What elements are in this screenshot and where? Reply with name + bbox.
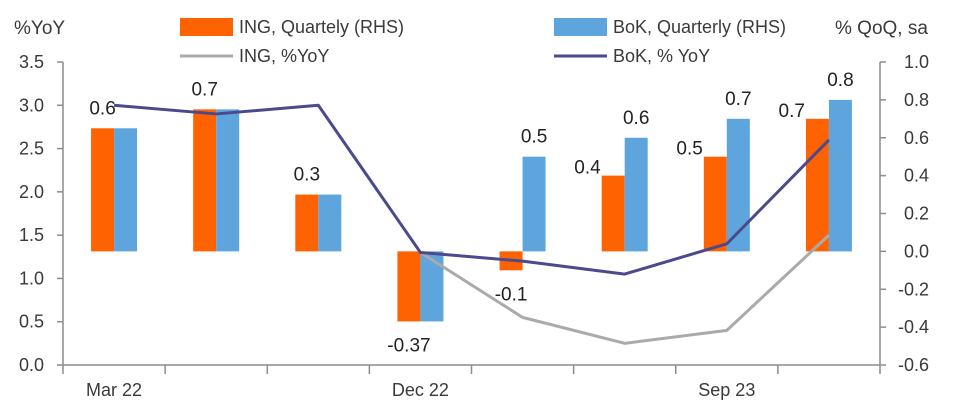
right-tick-label: 0.4 (904, 166, 929, 186)
bar-ing (397, 251, 421, 322)
bar-ing (703, 156, 727, 252)
line-series (113, 103, 831, 345)
right-tick-label: -0.4 (898, 317, 929, 337)
legend-swatch-0 (180, 18, 233, 36)
left-tick-label: 2.0 (19, 182, 44, 202)
left-tick-label: 0.0 (19, 355, 44, 375)
data-label: 0.6 (89, 98, 115, 119)
right-tick-label: -0.2 (898, 279, 929, 299)
left-tick-label: 0.5 (19, 312, 44, 332)
data-label: 0.6 (623, 108, 649, 129)
right-axis-ticks: -0.6 -0.4 -0.2 0.0 0.2 0.4 0.6 0.8 1.0 (880, 52, 929, 375)
right-tick-label: 0.8 (904, 90, 929, 110)
data-label: -0.1 (495, 284, 528, 305)
bar-ing (295, 194, 319, 252)
right-tick-label: 0.2 (904, 204, 929, 224)
left-tick-label: 1.5 (19, 225, 44, 245)
bar-bok (114, 128, 138, 252)
data-label: 0.7 (779, 101, 805, 122)
line-bok-yoy (113, 103, 831, 276)
axes: %YoY % QoQ, sa (14, 18, 928, 366)
bar-bok (522, 156, 546, 252)
bar-ing (601, 175, 625, 252)
data-labels: 0.6 0.7 0.3 -0.37 -0.1 0.4 0.5 0.7 0.5 0.6 0.7 0.8 (89, 70, 853, 357)
left-tick-label: 3.5 (19, 52, 44, 72)
bar-ing (193, 109, 217, 252)
legend-swatch-1 (554, 18, 607, 36)
data-label: 0.7 (725, 89, 751, 110)
left-axis-ticks: 0.0 0.5 1.0 1.5 2.0 2.5 3.0 3.5 (19, 52, 63, 375)
left-tick-label: 3.0 (19, 95, 44, 115)
bar-bok (624, 137, 648, 252)
data-label: 0.5 (676, 139, 702, 160)
bar-bok (726, 118, 750, 252)
data-label: -0.37 (387, 335, 430, 356)
data-label: 0.4 (574, 158, 601, 179)
right-tick-label: 1.0 (904, 52, 929, 72)
data-label: 0.8 (827, 70, 853, 91)
line-ing-yoy (419, 234, 830, 345)
x-tick-label: Sep 23 (698, 380, 755, 400)
bar-ing (805, 118, 829, 252)
bar-bok (318, 194, 342, 252)
right-tick-label: -0.6 (898, 355, 929, 375)
bar-bok (420, 251, 444, 322)
legend-label: ING, %YoY (239, 46, 329, 66)
right-tick-label: 0.6 (904, 128, 929, 148)
data-label: 0.3 (294, 165, 320, 186)
bar-bok (216, 109, 240, 252)
left-tick-label: 2.5 (19, 139, 44, 159)
legend-label: BoK, Quarterly (RHS) (613, 17, 786, 37)
left-axis-title: %YoY (14, 18, 65, 39)
x-axis-ticks: Mar 22 Dec 22 Sep 23 (62, 365, 881, 400)
bar-series (91, 99, 852, 322)
legend: ING, Quartely (RHS) BoK, Quarterly (RHS) I… (180, 17, 786, 66)
x-tick-label: Dec 22 (392, 380, 449, 400)
bar-ing (91, 128, 115, 252)
data-label: 0.7 (191, 79, 217, 100)
bar-bok (828, 99, 852, 252)
legend-label: ING, Quartely (RHS) (239, 17, 404, 37)
right-axis-title: % QoQ, sa (835, 18, 928, 39)
x-tick-label: Mar 22 (86, 380, 142, 400)
right-tick-label: 0.0 (904, 241, 929, 261)
left-tick-label: 1.0 (19, 268, 44, 288)
legend-label: BoK, % YoY (613, 46, 710, 66)
data-label: 0.5 (521, 127, 547, 148)
